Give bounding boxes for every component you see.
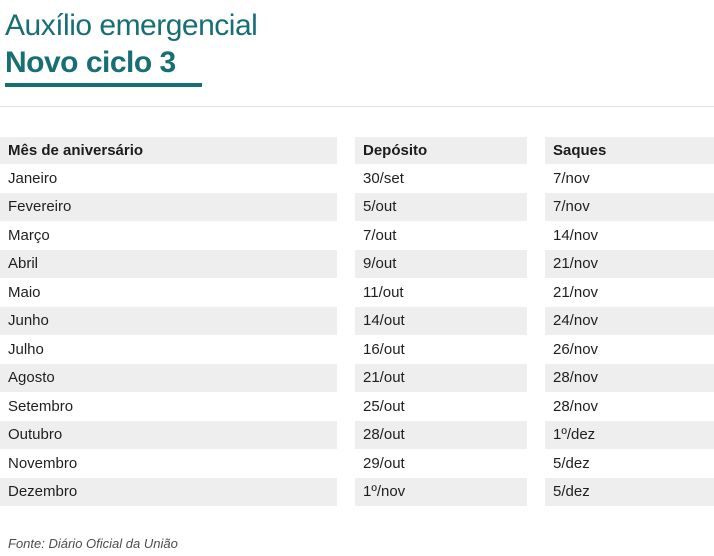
- payment-schedule-table: Mês de aniversário Depósito Saques Janei…: [0, 137, 714, 506]
- table-row: Maio 11/out 21/nov: [0, 278, 714, 307]
- withdrawal-cell: 1º/dez: [527, 420, 714, 449]
- deposit-cell: 14/out: [337, 306, 527, 335]
- month-cell: Dezembro: [0, 477, 337, 506]
- month-cell: Setembro: [0, 392, 337, 421]
- table-row: Junho 14/out 24/nov: [0, 306, 714, 335]
- withdrawal-cell: 14/nov: [527, 221, 714, 250]
- page-subtitle: Novo ciclo 3: [5, 45, 202, 87]
- month-cell: Março: [0, 221, 337, 250]
- page-title: Auxílio emergencial: [5, 9, 258, 42]
- deposit-cell: 5/out: [337, 192, 527, 221]
- table-row: Dezembro 1º/nov 5/dez: [0, 477, 714, 506]
- header: Auxílio emergencial Novo ciclo 3: [0, 0, 714, 87]
- deposit-cell: 11/out: [337, 278, 527, 307]
- divider: [0, 106, 714, 107]
- deposit-cell: 1º/nov: [337, 477, 527, 506]
- column-header-withdrawals: Saques: [527, 137, 714, 164]
- withdrawal-cell: 26/nov: [527, 335, 714, 364]
- table-body: Janeiro 30/set 7/nov Fevereiro 5/out 7/n…: [0, 164, 714, 506]
- withdrawal-cell: 5/dez: [527, 477, 714, 506]
- month-cell: Julho: [0, 335, 337, 364]
- table-row: Outubro 28/out 1º/dez: [0, 420, 714, 449]
- table-row: Setembro 25/out 28/nov: [0, 392, 714, 421]
- table-row: Março 7/out 14/nov: [0, 221, 714, 250]
- withdrawal-cell: 28/nov: [527, 363, 714, 392]
- table-header: Mês de aniversário Depósito Saques: [0, 137, 714, 164]
- source-note: Fonte: Diário Oficial da União: [8, 536, 178, 551]
- header-row: Mês de aniversário Depósito Saques: [0, 137, 714, 164]
- deposit-cell: 9/out: [337, 249, 527, 278]
- table-row: Janeiro 30/set 7/nov: [0, 164, 714, 193]
- table-row: Novembro 29/out 5/dez: [0, 449, 714, 478]
- withdrawal-cell: 28/nov: [527, 392, 714, 421]
- table-row: Agosto 21/out 28/nov: [0, 363, 714, 392]
- deposit-cell: 30/set: [337, 164, 527, 193]
- deposit-cell: 21/out: [337, 363, 527, 392]
- withdrawal-cell: 7/nov: [527, 192, 714, 221]
- month-cell: Abril: [0, 249, 337, 278]
- table-row: Julho 16/out 26/nov: [0, 335, 714, 364]
- deposit-cell: 29/out: [337, 449, 527, 478]
- month-cell: Maio: [0, 278, 337, 307]
- deposit-cell: 16/out: [337, 335, 527, 364]
- month-cell: Novembro: [0, 449, 337, 478]
- table-row: Abril 9/out 21/nov: [0, 249, 714, 278]
- column-header-month: Mês de aniversário: [0, 137, 337, 164]
- withdrawal-cell: 21/nov: [527, 249, 714, 278]
- deposit-cell: 25/out: [337, 392, 527, 421]
- table-row: Fevereiro 5/out 7/nov: [0, 192, 714, 221]
- withdrawal-cell: 5/dez: [527, 449, 714, 478]
- month-cell: Outubro: [0, 420, 337, 449]
- column-header-deposit: Depósito: [337, 137, 527, 164]
- withdrawal-cell: 21/nov: [527, 278, 714, 307]
- withdrawal-cell: 7/nov: [527, 164, 714, 193]
- month-cell: Janeiro: [0, 164, 337, 193]
- month-cell: Junho: [0, 306, 337, 335]
- month-cell: Agosto: [0, 363, 337, 392]
- deposit-cell: 28/out: [337, 420, 527, 449]
- month-cell: Fevereiro: [0, 192, 337, 221]
- deposit-cell: 7/out: [337, 221, 527, 250]
- withdrawal-cell: 24/nov: [527, 306, 714, 335]
